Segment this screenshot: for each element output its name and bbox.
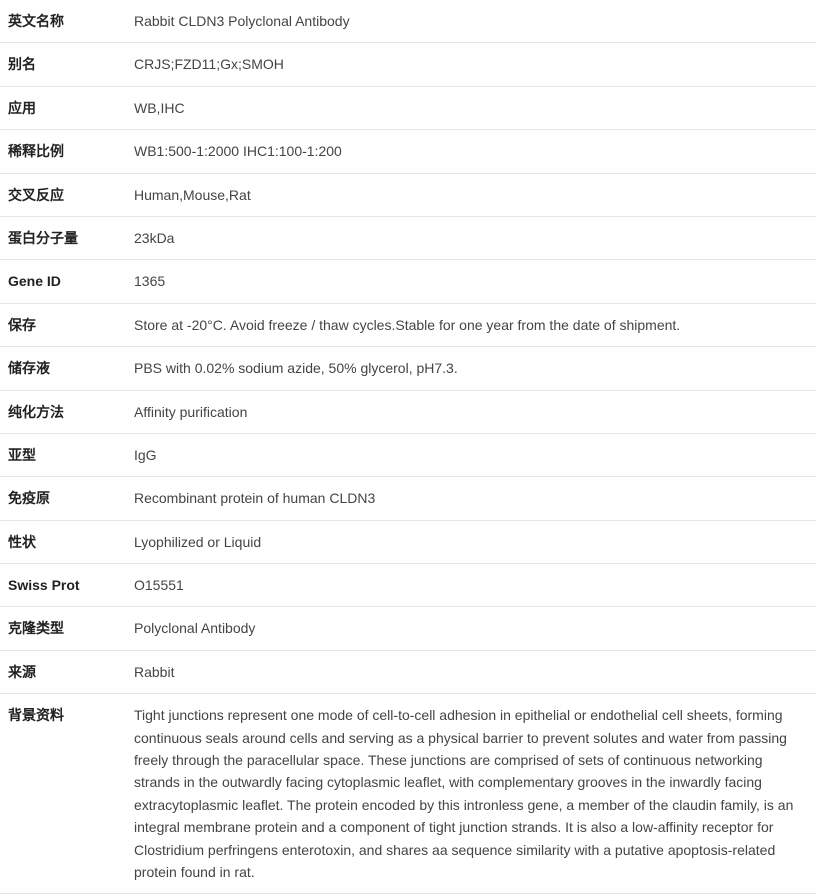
row-label: 蛋白分子量 <box>0 216 126 259</box>
spec-table: 英文名称 Rabbit CLDN3 Polyclonal Antibody 别名… <box>0 0 816 894</box>
row-label: 来源 <box>0 650 126 693</box>
row-value: WB,IHC <box>126 86 816 129</box>
table-row: 保存 Store at -20°C. Avoid freeze / thaw c… <box>0 303 816 346</box>
row-label: 克隆类型 <box>0 607 126 650</box>
row-value: CRJS;FZD11;Gx;SMOH <box>126 43 816 86</box>
table-row: 克隆类型 Polyclonal Antibody <box>0 607 816 650</box>
table-row: Gene ID 1365 <box>0 260 816 303</box>
table-row: 应用 WB,IHC <box>0 86 816 129</box>
row-label: 应用 <box>0 86 126 129</box>
table-row: 性状 Lyophilized or Liquid <box>0 520 816 563</box>
row-label: 别名 <box>0 43 126 86</box>
row-value: IgG <box>126 433 816 476</box>
row-value: Affinity purification <box>126 390 816 433</box>
row-value: Human,Mouse,Rat <box>126 173 816 216</box>
table-row: 免疫原 Recombinant protein of human CLDN3 <box>0 477 816 520</box>
table-row: 背景资料 Tight junctions represent one mode … <box>0 694 816 894</box>
table-row: 来源 Rabbit <box>0 650 816 693</box>
table-row: 储存液 PBS with 0.02% sodium azide, 50% gly… <box>0 347 816 390</box>
row-label: 保存 <box>0 303 126 346</box>
table-row: 蛋白分子量 23kDa <box>0 216 816 259</box>
row-value: PBS with 0.02% sodium azide, 50% glycero… <box>126 347 816 390</box>
row-value: Store at -20°C. Avoid freeze / thaw cycl… <box>126 303 816 346</box>
row-value: WB1:500-1:2000 IHC1:100-1:200 <box>126 130 816 173</box>
row-value: Rabbit <box>126 650 816 693</box>
row-value: Lyophilized or Liquid <box>126 520 816 563</box>
row-label: 性状 <box>0 520 126 563</box>
row-value: 1365 <box>126 260 816 303</box>
row-label: 亚型 <box>0 433 126 476</box>
row-value: O15551 <box>126 564 816 607</box>
table-row: Swiss Prot O15551 <box>0 564 816 607</box>
row-value: Recombinant protein of human CLDN3 <box>126 477 816 520</box>
table-row: 纯化方法 Affinity purification <box>0 390 816 433</box>
table-row: 亚型 IgG <box>0 433 816 476</box>
row-label: 背景资料 <box>0 694 126 894</box>
table-row: 交叉反应 Human,Mouse,Rat <box>0 173 816 216</box>
table-row: 英文名称 Rabbit CLDN3 Polyclonal Antibody <box>0 0 816 43</box>
row-label: Gene ID <box>0 260 126 303</box>
row-label: 英文名称 <box>0 0 126 43</box>
row-value: Rabbit CLDN3 Polyclonal Antibody <box>126 0 816 43</box>
row-label: 稀释比例 <box>0 130 126 173</box>
row-value: Polyclonal Antibody <box>126 607 816 650</box>
spec-table-body: 英文名称 Rabbit CLDN3 Polyclonal Antibody 别名… <box>0 0 816 894</box>
row-value: Tight junctions represent one mode of ce… <box>126 694 816 894</box>
row-label: 储存液 <box>0 347 126 390</box>
row-label: 纯化方法 <box>0 390 126 433</box>
table-row: 别名 CRJS;FZD11;Gx;SMOH <box>0 43 816 86</box>
row-label: 交叉反应 <box>0 173 126 216</box>
row-label: 免疫原 <box>0 477 126 520</box>
row-value: 23kDa <box>126 216 816 259</box>
row-label: Swiss Prot <box>0 564 126 607</box>
table-row: 稀释比例 WB1:500-1:2000 IHC1:100-1:200 <box>0 130 816 173</box>
